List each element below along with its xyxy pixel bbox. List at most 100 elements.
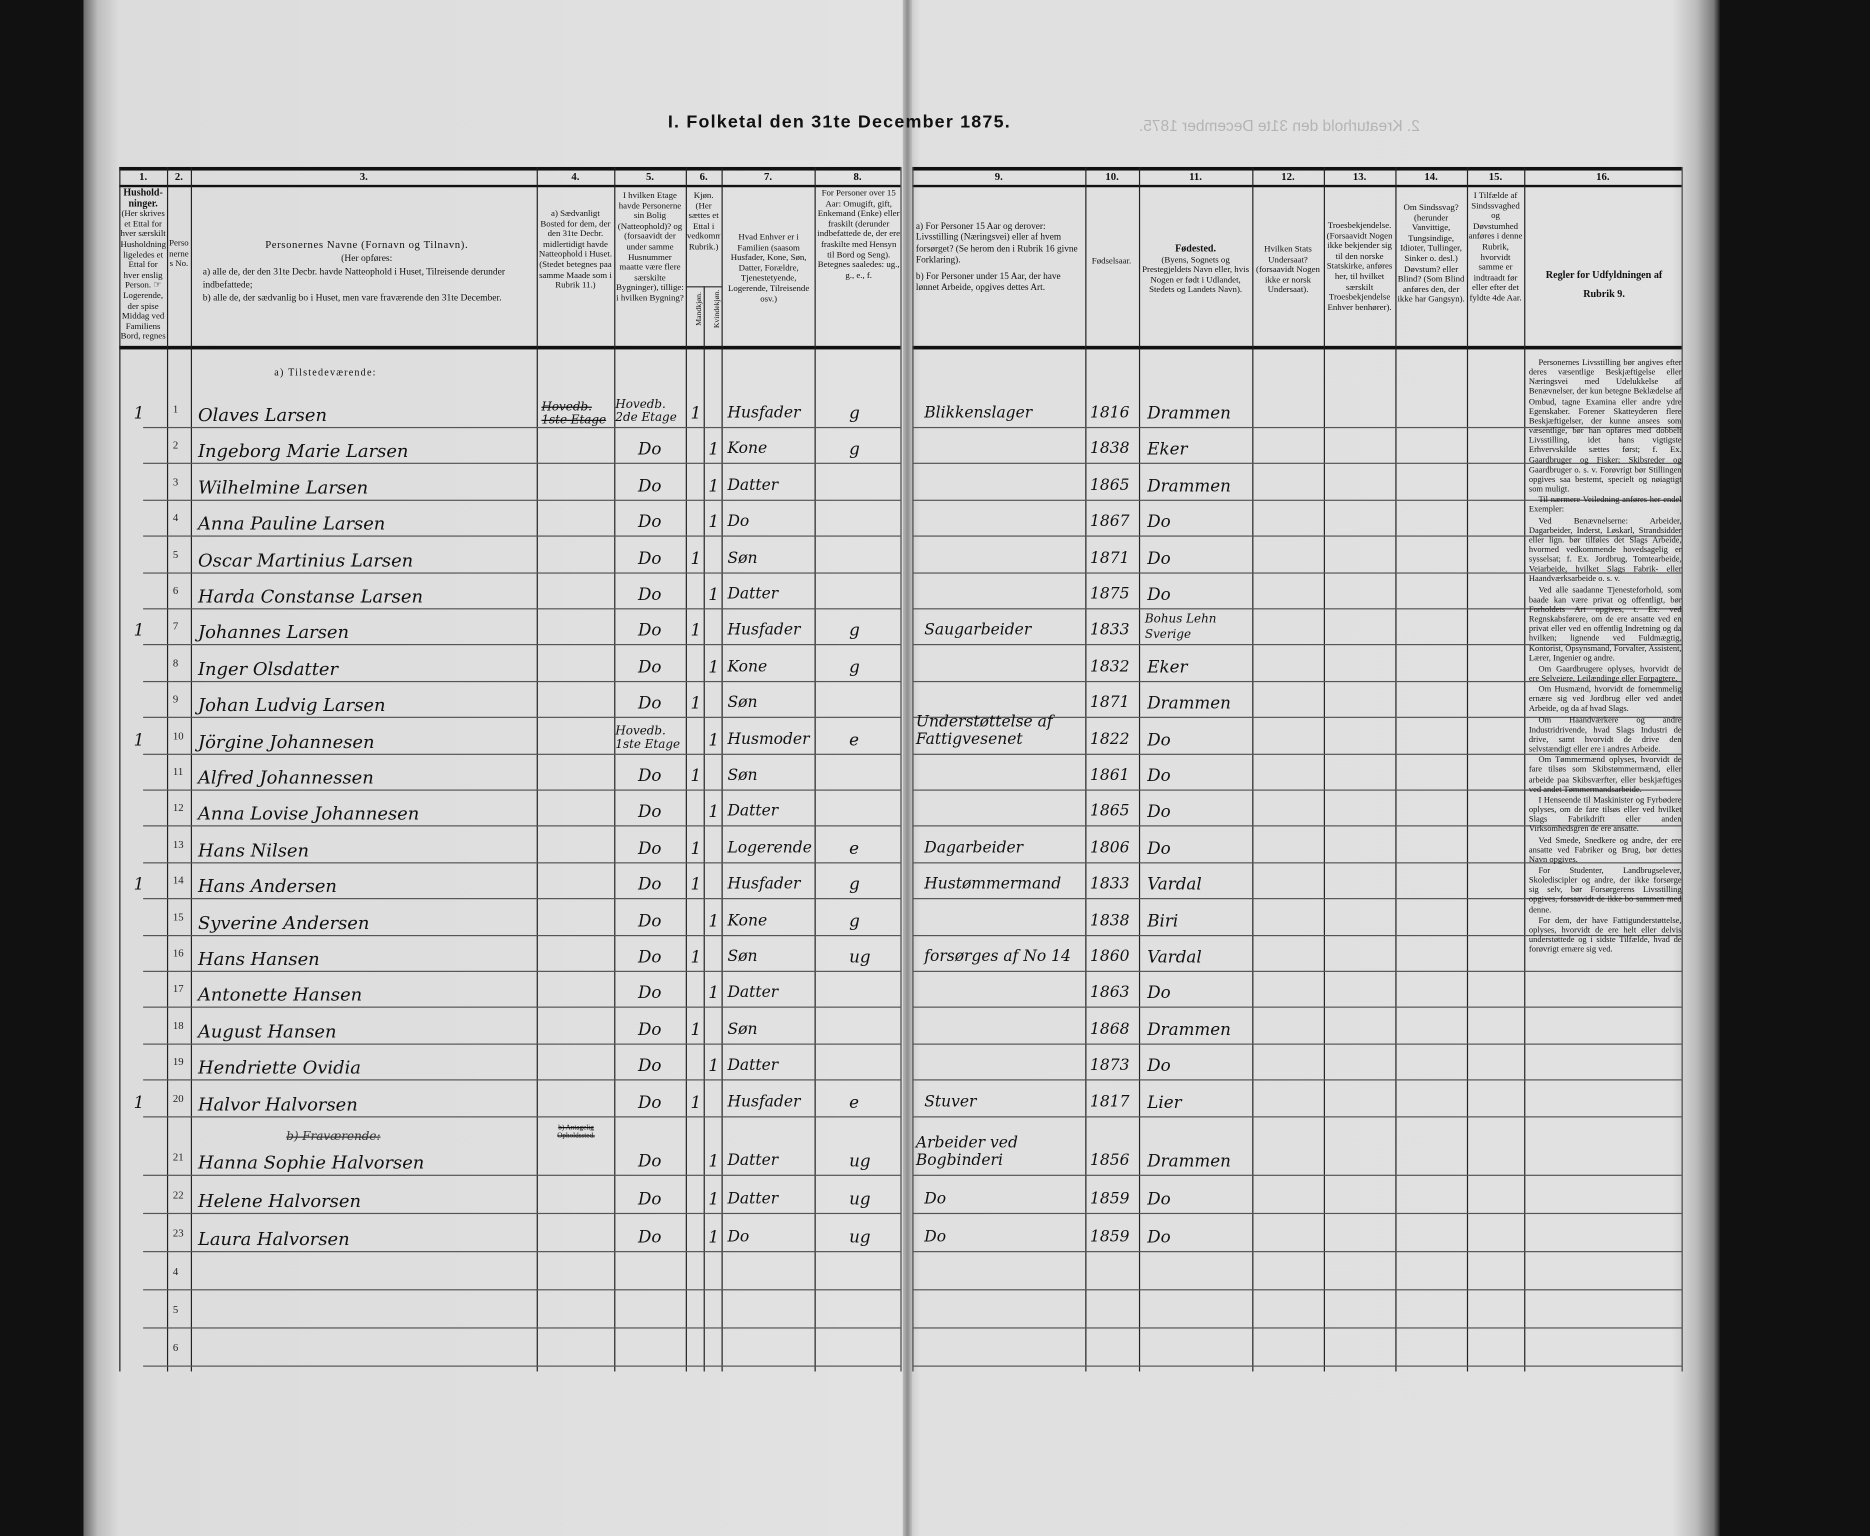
row-name: Anna Pauline Larsen [197,513,386,535]
row-person-number: 9 [172,693,179,706]
row-marital-status: g [849,911,860,931]
rules-paragraph: Om Haandværkere og andre Industridrivend… [1528,715,1682,754]
row-birthplace: Drammen [1147,694,1231,714]
row-rule [143,898,901,900]
row-family-role: Husfader [727,1093,801,1112]
row-person-number: 2 [172,439,179,452]
row-family-role: Husmoder [727,730,810,749]
row-birth-year: 1865 [1090,803,1130,821]
row-rule [912,1174,1682,1176]
row-birth-year: 1806 [1090,839,1130,858]
header-col3-intro: (Her opføres: [341,252,393,264]
row-family-role: Søn [727,549,758,568]
section-absent-label: b) Fraværende: [286,1130,381,1144]
row-sex-female: 1 [708,1056,720,1076]
row-birthplace: Do [1147,730,1171,750]
row-rule [912,789,1682,791]
row-family-role: Datter [727,984,779,1003]
row-occupation: Do [924,1190,947,1209]
row-sex-male: 1 [690,404,702,424]
row-sex-female: 1 [708,440,720,460]
header-col5: I hvilken Etage havde Personerne sin Bol… [616,190,684,303]
row-birthplace: Do [1147,549,1171,569]
column-border [912,166,914,1372]
rules-paragraph: For Studenter, Landbrugselever, Skoledis… [1528,865,1682,915]
row-birth-year: 1871 [1090,549,1130,568]
row-rule [912,716,1682,719]
row-rule [143,1079,901,1081]
left-page [83,0,909,1536]
row-birth-year: 1861 [1090,766,1130,785]
row-rule [912,1365,1682,1367]
row-family-role: Kone [727,911,768,930]
row-birth-year: 1868 [1090,1020,1130,1039]
row-birth-year: 1867 [1090,513,1130,531]
row-person-number: 23 [172,1227,184,1240]
column-border [536,166,538,1372]
row-rule [912,1212,1682,1215]
row-rule [143,644,901,646]
row-family-role: Datter [727,1190,779,1209]
header-col3: Personernes Navne (Fornavn og Tilnavn). … [203,239,531,305]
row-name: Antonette Hansen [197,984,363,1006]
row-birthplace: Do [1147,1056,1171,1076]
row-rule [912,1115,1682,1117]
column-number: 5. [645,170,654,183]
row-name: August Hansen [197,1020,337,1043]
row-occupation: Saugarbeider [924,621,1032,640]
row-birth-year: 1871 [1090,694,1130,713]
rules-paragraph: I Henseende til Maskinister og Fyrbødere… [1528,795,1682,835]
row-occupation: forsørges af No 14 [924,948,1071,967]
row-floor: Do [638,1228,662,1248]
row-marital-status: ug [849,1152,871,1172]
row-floor: Do [638,839,662,859]
row-floor: Do [638,875,662,895]
row-occupation: Arbeider ved Bogbinderi [915,1134,1018,1170]
row-name: Oscar Martinius Larsen [197,549,414,571]
row-rule [143,1365,901,1367]
row-name: Hans Hansen [197,948,320,970]
row-person-number: 20 [172,1091,184,1104]
row-name: Syverine Andersen [197,911,370,934]
rules-paragraph: Ved Benævnelserne: Arbeider, Dagarbeider… [1528,515,1682,584]
row-birth-year: 1838 [1090,911,1130,930]
column-border [1681,166,1683,1372]
bleedthrough-title: 2. Kreaturhold den 31te December 1875. [1138,116,1420,135]
row-family-role: Søn [727,766,758,785]
rules-paragraph: Ved alle saadanne Tjenesteforhold, som b… [1528,585,1682,663]
row-birthplace: Eker [1147,440,1188,460]
row-sex-male: 1 [690,875,702,895]
row-name: Johannes Larsen [197,621,349,644]
column-number: 9. [994,170,1003,183]
column-number: 12. [1281,170,1295,183]
sex-header-divider [685,286,722,288]
row-birth-year: 1816 [1090,404,1130,423]
row-floor: Do [638,621,662,641]
row-sex-female: 1 [708,476,720,496]
row-rule [143,535,901,537]
row-sex-male: 1 [690,549,702,569]
row-birthplace: Lier [1147,1093,1182,1113]
column-border [190,166,193,1372]
row-person-number: 15 [172,910,184,923]
row-rule [912,1079,1682,1081]
row-occupation: Hustømmermand [924,875,1062,894]
row-rule [143,716,901,719]
row-rule [143,825,901,827]
row-sex-female: 1 [708,730,720,750]
row-floor: Do [638,911,662,931]
row-person-number: 4 [172,511,179,524]
row-birthplace: Bohus Lehn Sverige [1144,613,1217,643]
column-border [685,166,687,1372]
rules-paragraph: For dem, der have Fattigunderstøttelse, … [1528,915,1682,955]
row-marital-status: ug [849,1190,871,1210]
row-rule [912,1043,1682,1045]
row-birth-year: 1817 [1090,1093,1130,1112]
row-sex-female: 1 [708,911,720,931]
row-person-number: 19 [172,1055,184,1068]
row-birth-year: 1856 [1090,1152,1130,1170]
row-birthplace: Vardal [1147,948,1202,968]
header-col15: I Tilfælde af Sindssvaghed og Døvstumhed… [1468,190,1523,303]
right-page [908,0,1720,1536]
row-person-number: 14 [172,874,184,887]
